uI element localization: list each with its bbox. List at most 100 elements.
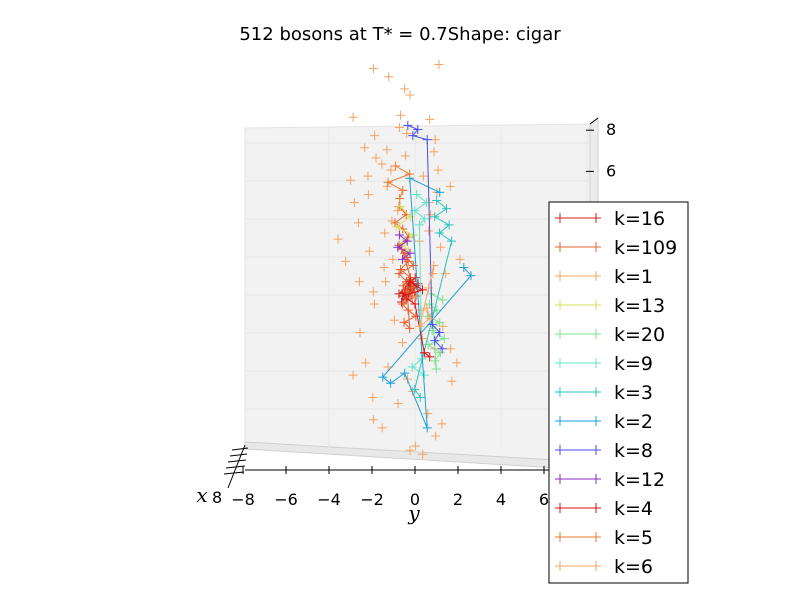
legend-label: k=12 xyxy=(614,469,665,491)
legend-entry: k=1 xyxy=(555,266,653,288)
data-point xyxy=(411,441,421,451)
z-tick-label: 6 xyxy=(606,161,616,180)
data-point xyxy=(403,120,413,130)
legend-marker xyxy=(591,387,601,397)
legend-marker xyxy=(591,532,601,542)
legend-entry: k=16 xyxy=(555,208,665,230)
y-tick-label: 2 xyxy=(453,490,463,509)
data-point xyxy=(407,283,416,293)
legend-marker xyxy=(555,329,565,339)
data-point xyxy=(415,392,425,402)
series-k-109 xyxy=(390,202,421,333)
data-point xyxy=(437,419,447,429)
data-point xyxy=(360,143,370,153)
data-point xyxy=(434,60,444,70)
data-point xyxy=(439,334,449,344)
data-point xyxy=(391,161,401,171)
data-point xyxy=(386,378,396,388)
data-point xyxy=(414,220,424,230)
data-point xyxy=(428,269,438,279)
data-point xyxy=(346,175,356,185)
data-point xyxy=(407,293,417,303)
data-point xyxy=(387,216,397,226)
legend-marker xyxy=(591,300,601,310)
series-k-13 xyxy=(391,202,418,256)
series-line xyxy=(411,194,428,376)
data-point xyxy=(383,177,393,187)
series-line xyxy=(382,177,472,429)
data-point xyxy=(369,64,378,74)
legend-label: k=16 xyxy=(614,208,665,230)
data-point xyxy=(405,169,415,179)
legend-label: k=20 xyxy=(614,324,665,346)
legend-marker xyxy=(591,271,601,281)
data-point xyxy=(422,135,432,145)
legend-label: k=6 xyxy=(614,556,653,578)
x-tick-mark xyxy=(223,471,245,475)
legend-label: k=8 xyxy=(614,440,653,462)
legend-entry: k=13 xyxy=(555,295,665,317)
legend-entry: k=109 xyxy=(555,237,677,259)
data-point xyxy=(410,299,420,309)
data-point xyxy=(348,112,358,122)
data-point xyxy=(380,228,390,238)
z-axis-line xyxy=(589,117,599,125)
legend-marker xyxy=(555,474,565,484)
legend: k=16 k=109 k=1 k=13 k=20 k=9 k=3 k=2 k=8 k=12 k=4 k… xyxy=(548,201,689,584)
data-point xyxy=(425,114,435,124)
data-point xyxy=(398,254,407,264)
legend-entry: k=6 xyxy=(555,556,653,578)
data-point xyxy=(394,289,404,299)
data-point xyxy=(405,277,415,287)
series-line xyxy=(395,206,415,252)
legend-marker xyxy=(555,445,565,455)
data-point xyxy=(435,348,445,358)
legend-marker xyxy=(591,561,601,571)
data-point xyxy=(377,423,387,433)
y-tick-label: −8 xyxy=(231,490,255,509)
data-point xyxy=(426,210,436,220)
x-tick-mark xyxy=(229,453,248,457)
data-point xyxy=(430,212,440,222)
data-point xyxy=(445,181,455,191)
data-point xyxy=(396,265,406,275)
data-point xyxy=(363,189,373,199)
legend-entry: k=12 xyxy=(555,469,665,491)
data-point xyxy=(397,299,407,309)
data-point xyxy=(438,295,448,305)
data-point xyxy=(389,315,399,325)
data-point xyxy=(363,171,373,181)
data-point xyxy=(413,124,423,134)
data-point xyxy=(361,358,371,368)
legend-marker xyxy=(591,358,601,368)
data-point xyxy=(418,285,427,295)
data-point xyxy=(435,317,445,327)
data-point xyxy=(435,187,445,197)
legend-entry: k=4 xyxy=(555,498,653,520)
legend-marker xyxy=(555,300,565,310)
data-point xyxy=(422,423,432,433)
data-point xyxy=(386,165,396,175)
data-point xyxy=(407,362,417,372)
data-point xyxy=(369,415,378,425)
legend-label: k=4 xyxy=(614,498,653,520)
series-k-6 xyxy=(415,260,439,331)
data-point xyxy=(442,204,452,214)
data-point xyxy=(411,291,421,301)
data-point xyxy=(400,368,410,378)
legend-entry: k=3 xyxy=(555,382,653,404)
data-point xyxy=(391,222,401,232)
axes-3d-panes xyxy=(244,117,599,471)
data-point xyxy=(405,323,415,333)
legend-marker xyxy=(591,503,601,513)
data-point xyxy=(377,159,387,169)
legend-label: k=3 xyxy=(614,382,653,404)
data-point xyxy=(355,327,365,337)
legend-marker xyxy=(555,416,565,426)
legend-marker xyxy=(591,474,601,484)
data-point xyxy=(424,226,434,236)
data-point xyxy=(381,277,391,287)
y-tick-label: 6 xyxy=(539,490,549,509)
data-point xyxy=(423,409,433,419)
